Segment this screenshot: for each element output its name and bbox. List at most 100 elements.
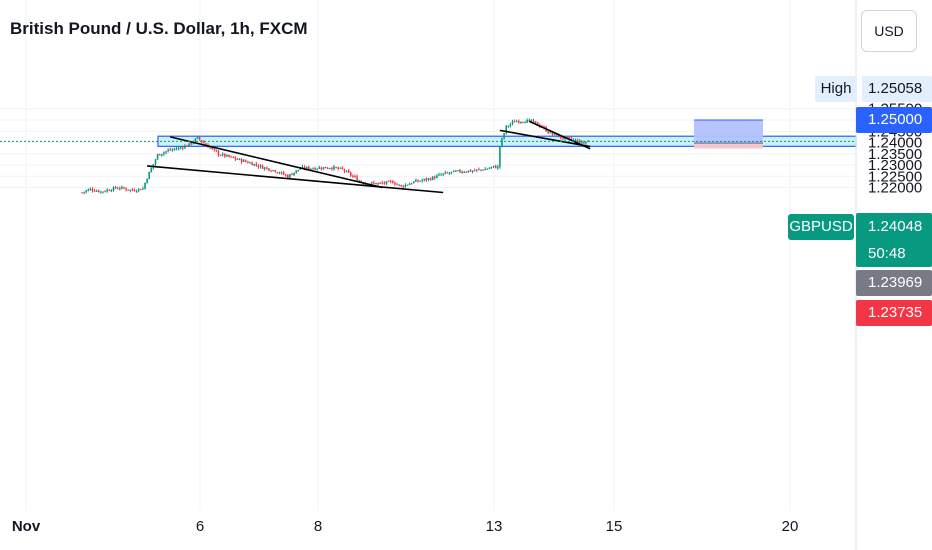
- candle-body: [310, 168, 312, 170]
- price-tick-label: 1.22000: [868, 180, 922, 197]
- candle-body: [112, 187, 115, 191]
- candle-body: [371, 182, 373, 184]
- candle-body: [308, 166, 310, 170]
- candle-body: [375, 182, 377, 185]
- trendline: [170, 136, 383, 189]
- candle-body: [490, 166, 493, 168]
- chart-grid: [0, 0, 856, 510]
- candle-body: [291, 174, 293, 176]
- candle-body: [421, 180, 423, 182]
- candle-body: [91, 188, 94, 191]
- candle-body: [198, 136, 201, 140]
- trendline: [499, 129, 591, 148]
- candle-body: [505, 125, 507, 134]
- candle-body: [329, 168, 331, 170]
- candle-body: [547, 131, 549, 133]
- candle-body: [175, 148, 178, 150]
- candle-body: [335, 167, 337, 169]
- candle-body: [555, 133, 558, 137]
- candle-body: [297, 169, 300, 171]
- high-label: High: [815, 76, 857, 102]
- candle-body: [478, 169, 480, 171]
- candle-body: [312, 168, 314, 170]
- candle-body: [333, 166, 335, 170]
- price-tick-label: 1.24000: [868, 135, 922, 152]
- candle-body: [110, 190, 113, 192]
- candle-body: [137, 188, 140, 191]
- candle-body: [469, 170, 472, 172]
- candle-body: [255, 163, 258, 166]
- candle-body: [417, 180, 419, 182]
- candle-body: [436, 175, 438, 178]
- candle-body: [518, 121, 520, 123]
- candle-body: [503, 133, 505, 139]
- candle-body: [585, 142, 587, 144]
- candle-body: [102, 191, 104, 193]
- candle-body: [203, 141, 205, 144]
- candle-body: [289, 174, 291, 178]
- candle-body: [429, 178, 432, 181]
- candle-body: [123, 187, 125, 189]
- candle-body: [497, 166, 499, 169]
- candle-body: [320, 167, 323, 169]
- candle-body: [240, 158, 243, 162]
- candle-body: [402, 186, 405, 188]
- candle-body: [507, 125, 510, 127]
- candle-body: [85, 190, 87, 192]
- candle-body: [442, 173, 444, 175]
- candle-body: [549, 132, 552, 134]
- candle-body: [354, 176, 356, 178]
- candle-body: [476, 169, 478, 171]
- candle-body: [253, 163, 255, 166]
- candle-body: [562, 137, 564, 139]
- candle-body: [129, 189, 132, 191]
- candle-body: [156, 154, 159, 160]
- candle-body: [463, 172, 465, 174]
- candle-body: [154, 159, 157, 164]
- candle-body: [350, 172, 352, 176]
- candle-body: [494, 166, 497, 169]
- candle-body: [471, 170, 474, 172]
- candle-body: [280, 172, 283, 174]
- currency-button[interactable]: USD: [861, 10, 917, 52]
- candle-body: [232, 156, 234, 158]
- price-tick-label: 1.23500: [868, 146, 922, 163]
- candle-body: [144, 182, 146, 189]
- candle-body: [257, 165, 260, 167]
- candle-body: [473, 170, 476, 172]
- candle-body: [177, 147, 180, 149]
- candle-body: [358, 180, 360, 182]
- candle-body: [345, 170, 348, 172]
- candle-body: [230, 156, 232, 158]
- candle-body: [526, 119, 528, 123]
- candle-body: [209, 147, 211, 149]
- candle-body: [81, 192, 83, 194]
- candle-body: [171, 149, 174, 151]
- candle-body: [408, 183, 411, 186]
- candle-body: [459, 170, 461, 173]
- candle-body: [167, 149, 169, 152]
- candle-body: [387, 180, 390, 182]
- candle-body: [534, 121, 537, 123]
- candle-body: [238, 158, 241, 160]
- candle-body: [274, 170, 276, 172]
- symbol-tag: GBPUSD: [788, 214, 854, 240]
- price-axis-labels: 1.255001.250001.245001.240001.235001.230…: [868, 101, 922, 197]
- candle-body: [261, 165, 264, 169]
- candle-body: [560, 135, 562, 138]
- candle-body: [169, 149, 171, 151]
- candle-body: [190, 143, 192, 145]
- candle-body: [337, 167, 339, 169]
- candle-body: [293, 172, 295, 176]
- candle-body: [131, 189, 134, 191]
- time-tick-label: 8: [314, 518, 322, 535]
- candle-body: [482, 169, 484, 171]
- candle-body: [431, 176, 434, 180]
- candle-body: [316, 168, 318, 170]
- candle-body: [377, 183, 379, 185]
- candle-body: [570, 138, 573, 140]
- candle-body: [381, 182, 384, 184]
- candle-body: [461, 172, 463, 174]
- candle-body: [179, 147, 182, 149]
